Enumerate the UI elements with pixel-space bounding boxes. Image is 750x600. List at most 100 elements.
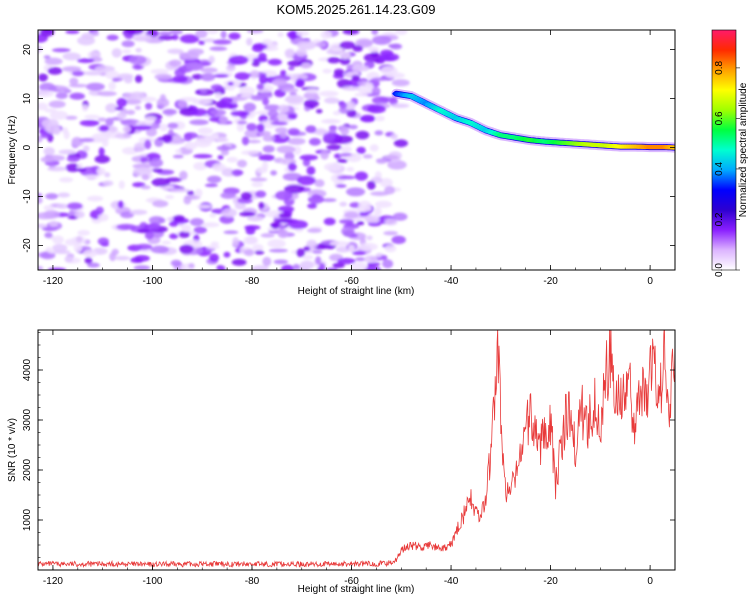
noise-blob <box>133 265 151 270</box>
noise-blob <box>210 84 223 91</box>
noise-blob <box>38 223 48 229</box>
noise-blob <box>189 218 204 227</box>
noise-blob <box>346 166 355 172</box>
noise-blob <box>355 130 370 140</box>
noise-blob <box>240 94 253 98</box>
noise-blob <box>133 64 143 70</box>
noise-blob <box>141 174 150 181</box>
x-tick-label: 0 <box>647 576 653 587</box>
noise-blob <box>77 229 90 236</box>
spectrogram-frame <box>37 29 676 271</box>
noise-blob <box>258 154 275 162</box>
noise-blob <box>256 123 265 133</box>
noise-blob <box>81 104 89 112</box>
noise-blob <box>348 124 358 130</box>
noise-blob <box>67 202 83 210</box>
noise-blob <box>133 142 147 152</box>
noise-blob <box>123 98 142 105</box>
noise-blob <box>52 235 64 245</box>
noise-blob <box>135 47 142 53</box>
noise-blob <box>159 123 168 132</box>
noise-blob <box>276 145 296 154</box>
noise-blob <box>275 127 288 134</box>
noise-blob <box>48 100 66 109</box>
noise-blob <box>335 184 347 188</box>
noise-blob <box>199 89 207 94</box>
noise-blob <box>186 62 204 71</box>
noise-blob <box>246 30 264 34</box>
noise-blob <box>214 92 222 99</box>
noise-blob <box>307 203 318 209</box>
noise-blob <box>340 126 350 136</box>
noise-blob <box>169 233 179 240</box>
noise-blob <box>71 236 87 245</box>
noise-blob <box>219 97 234 104</box>
noise-blob <box>217 155 224 160</box>
noise-blob <box>326 144 342 151</box>
noise-blob <box>61 127 69 134</box>
noise-blob <box>158 35 175 41</box>
noise-blob <box>323 217 336 226</box>
noise-blob <box>339 57 351 65</box>
noise-blob <box>312 250 323 254</box>
noise-blob <box>87 262 100 268</box>
noise-blob <box>352 64 364 73</box>
colorbar-gradient <box>712 30 736 270</box>
noise-blob <box>65 115 78 120</box>
noise-blob <box>150 68 170 75</box>
noise-blob <box>382 259 394 269</box>
noise-blob <box>371 96 390 105</box>
noise-blob <box>44 57 63 66</box>
noise-blob <box>376 158 387 164</box>
noise-blob <box>267 110 279 118</box>
noise-blob <box>220 191 237 199</box>
noise-blob <box>112 77 120 82</box>
noise-blob <box>184 141 198 150</box>
noise-blob <box>241 136 250 146</box>
noise-blob <box>296 40 317 50</box>
noise-blob <box>139 96 157 102</box>
noise-blob <box>38 45 43 54</box>
noise-blob <box>85 82 105 91</box>
noise-blob <box>324 97 340 104</box>
noise-blob <box>62 66 82 72</box>
noise-blob <box>258 201 265 209</box>
noise-blob <box>323 119 338 124</box>
noise-blob <box>337 257 356 265</box>
noise-blob <box>148 216 165 225</box>
noise-blob <box>256 166 268 174</box>
noise-blob <box>315 109 323 114</box>
noise-blob <box>148 222 161 231</box>
noise-blob <box>262 145 275 153</box>
chart-title: KOM5.2025.261.14.23.G09 <box>276 2 435 17</box>
noise-blob <box>79 119 100 127</box>
noise-blob <box>172 75 188 83</box>
noise-blob <box>339 41 356 50</box>
noise-blob <box>384 244 397 253</box>
x-tick-label: 0 <box>647 276 653 287</box>
noise-blob <box>57 192 71 198</box>
noise-blob <box>247 215 264 222</box>
noise-blob <box>349 202 362 209</box>
noise-blob <box>223 251 231 258</box>
noise-blob <box>267 58 282 66</box>
spectrogram-y-label: Frequency (Hz) <box>7 116 18 185</box>
noise-blob <box>338 107 349 114</box>
noise-blob <box>96 91 117 97</box>
noise-blob <box>287 162 297 172</box>
noise-blob <box>62 52 81 61</box>
noise-blob <box>246 37 253 46</box>
noise-blob <box>239 211 256 217</box>
noise-blob <box>327 57 341 64</box>
noise-blob <box>134 105 141 110</box>
noise-blob <box>201 222 220 228</box>
noise-blob <box>358 242 378 251</box>
colorbar: 0.0 0.2 0.4 0.6 0.8 Normalized spectral ampl… <box>711 29 749 277</box>
noise-blob <box>221 208 238 218</box>
noise-blob <box>243 102 257 112</box>
noise-blob <box>271 222 280 230</box>
noise-blob <box>320 30 332 40</box>
noise-blob <box>337 175 356 180</box>
noise-blob <box>374 200 393 208</box>
noise-blob <box>211 133 220 139</box>
